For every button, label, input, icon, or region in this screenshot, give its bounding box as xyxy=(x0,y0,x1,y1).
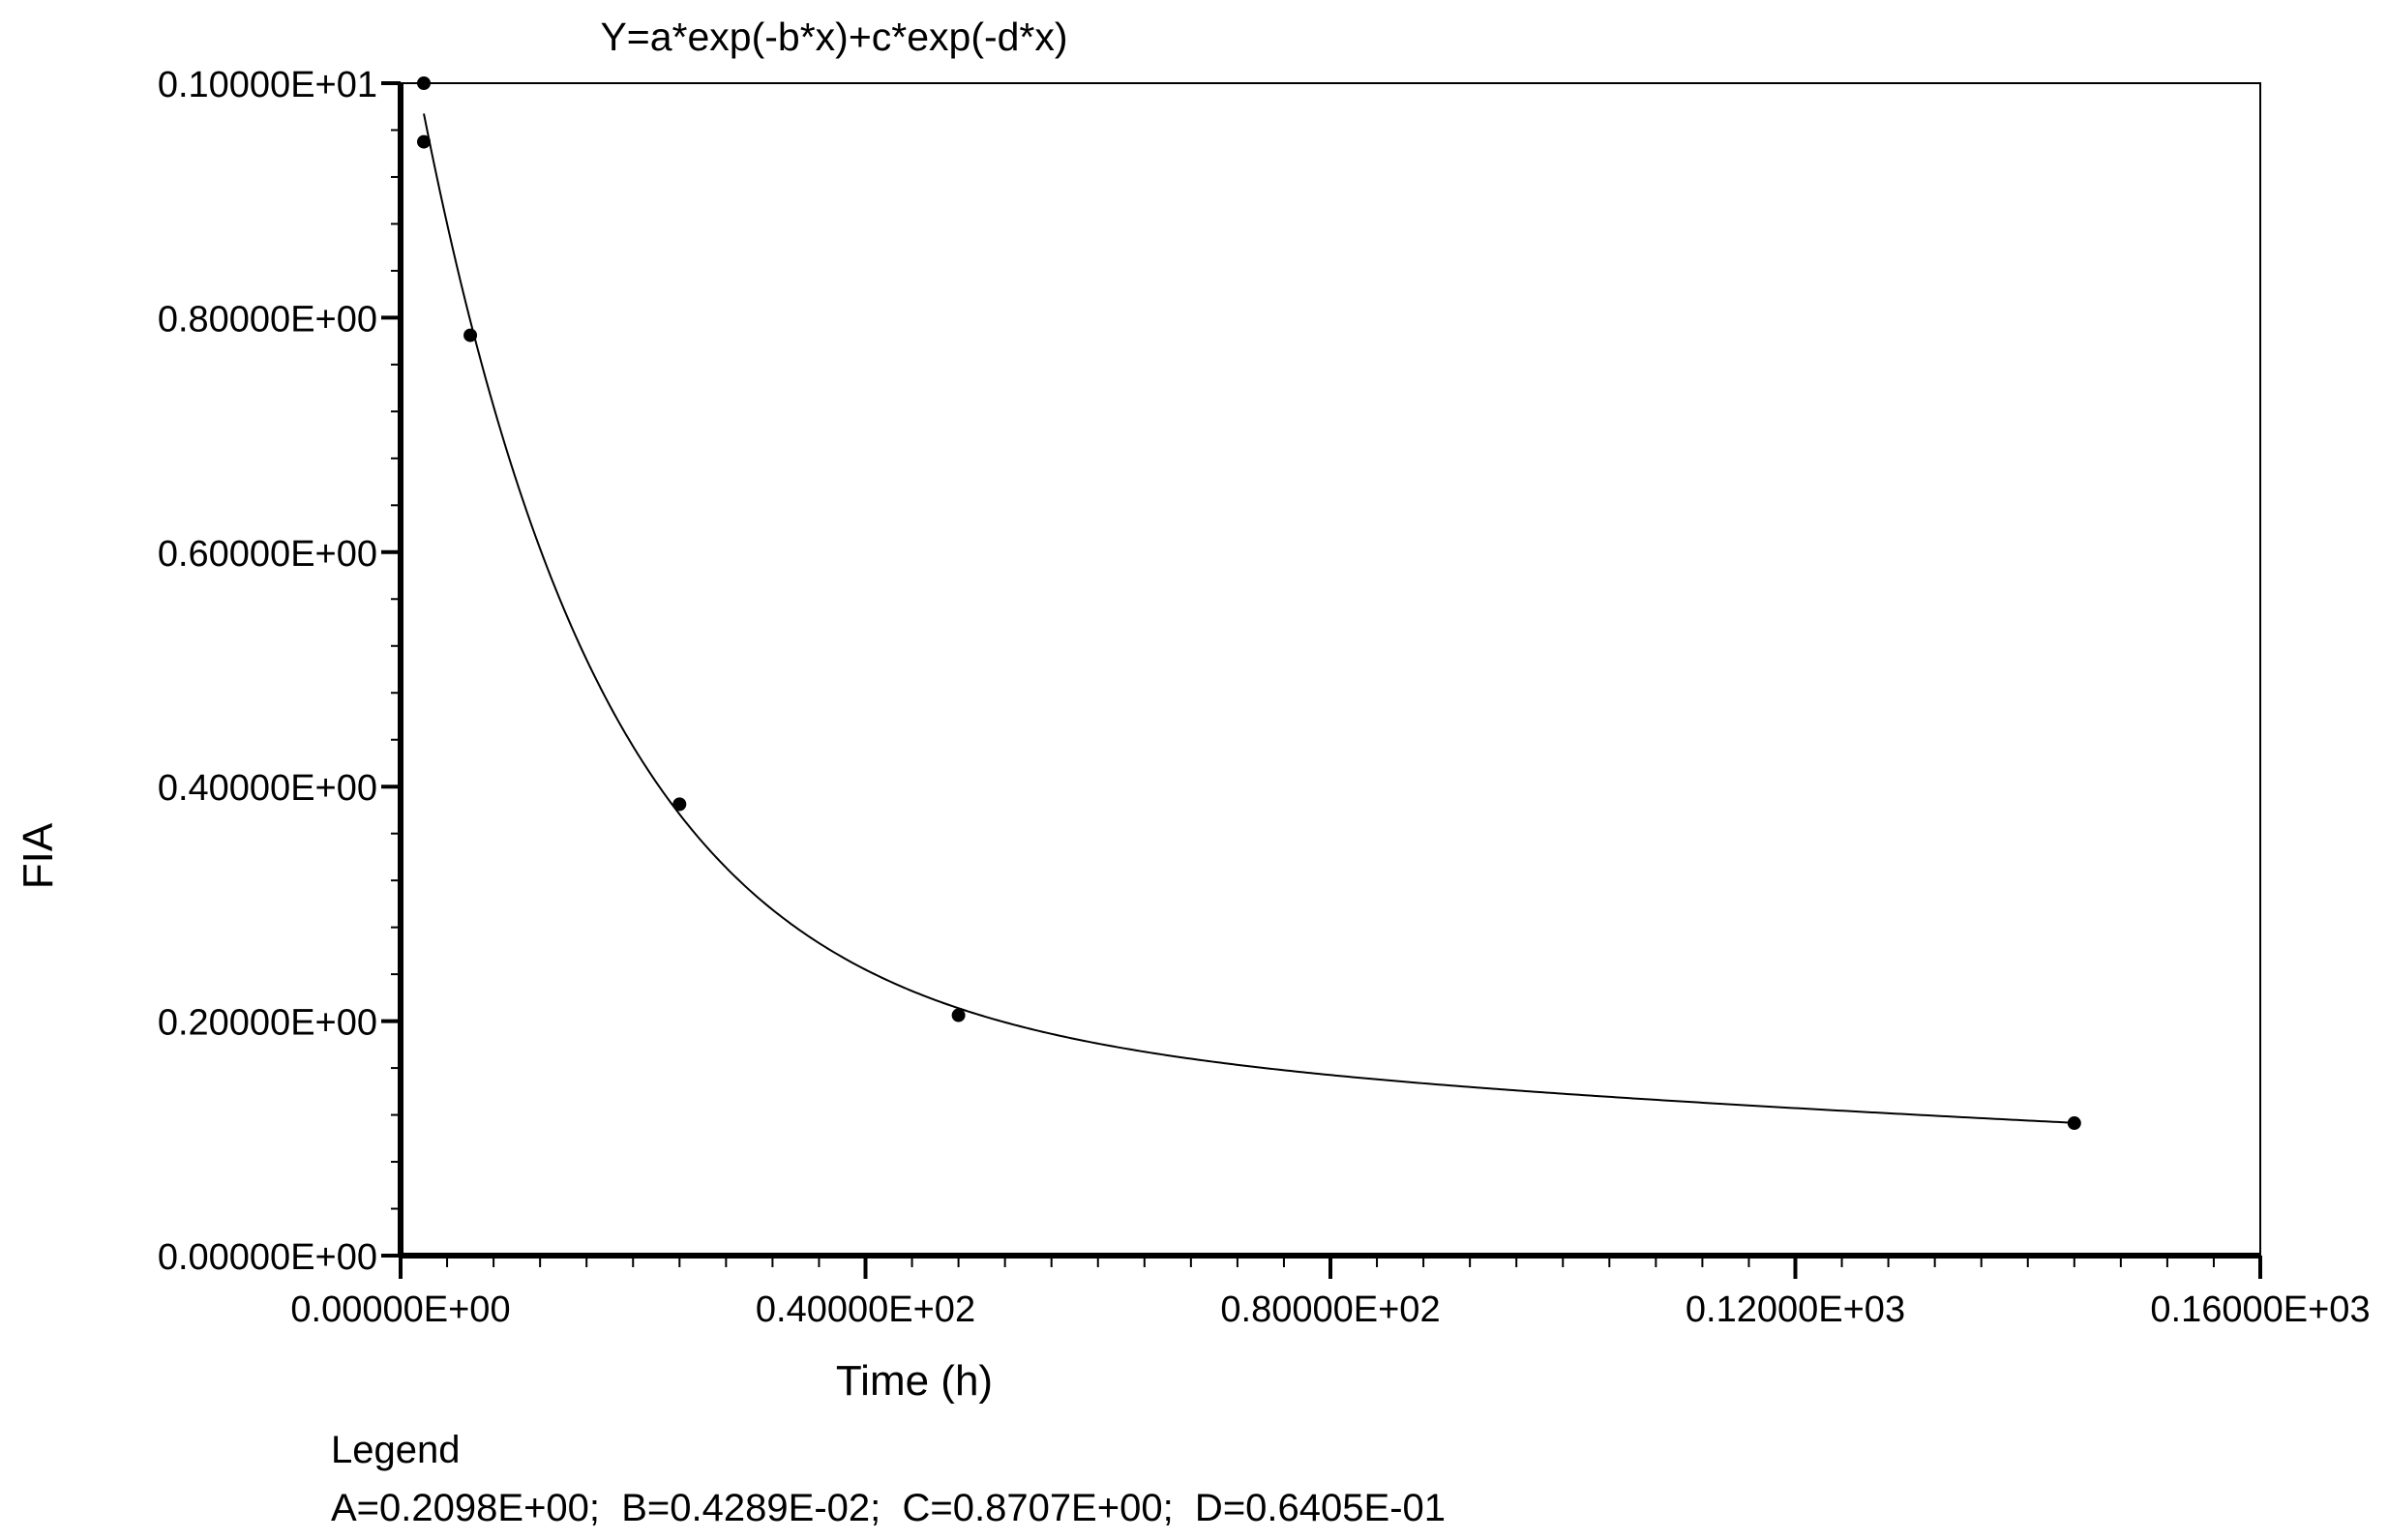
y-tick-label: 0.00000E+00 xyxy=(158,1237,377,1278)
chart-title: Y=a*exp(-b*x)+c*exp(-d*x) xyxy=(600,15,1067,59)
fit-curve xyxy=(423,113,2075,1124)
y-tick-label: 0.20000E+00 xyxy=(158,1003,377,1044)
x-tick-label: 0.40000E+02 xyxy=(756,1289,975,1330)
y-tick-label: 0.60000E+00 xyxy=(158,534,377,575)
data-point xyxy=(672,797,687,812)
y-axis-label: FIA xyxy=(15,822,62,889)
x-tick-label: 0.80000E+02 xyxy=(1220,1289,1440,1330)
data-point xyxy=(417,134,432,149)
x-tick-label: 0.16000E+03 xyxy=(2150,1289,2370,1330)
data-point xyxy=(2067,1116,2081,1131)
x-ticks: 0.00000E+00 0.40000E+02 0.80000E+02 0.12000… xyxy=(290,1256,2371,1330)
data-point xyxy=(951,1008,966,1022)
y-tick-label: 0.40000E+00 xyxy=(158,768,377,809)
data-point xyxy=(417,76,432,90)
data-points xyxy=(417,76,2081,1131)
plot-frame xyxy=(400,82,2261,1257)
y-ticks: 0.00000E+00 0.20000E+00 0.40000E+00 0.60000… xyxy=(158,65,401,1278)
plot-area: 0.00000E+00 0.20000E+00 0.40000E+00 0.60000… xyxy=(158,65,2371,1330)
data-point xyxy=(463,328,478,342)
legend-title: Legend xyxy=(331,1429,460,1471)
y-tick-label: 0.80000E+00 xyxy=(158,299,377,340)
legend-text: A=0.2098E+00; B=0.4289E-02; C=0.8707E+00… xyxy=(331,1487,1446,1529)
x-tick-label: 0.12000E+03 xyxy=(1686,1289,1905,1330)
y-tick-label: 0.10000E+01 xyxy=(158,65,377,105)
x-tick-label: 0.00000E+00 xyxy=(290,1289,510,1330)
x-axis-label: Time (h) xyxy=(836,1357,993,1405)
